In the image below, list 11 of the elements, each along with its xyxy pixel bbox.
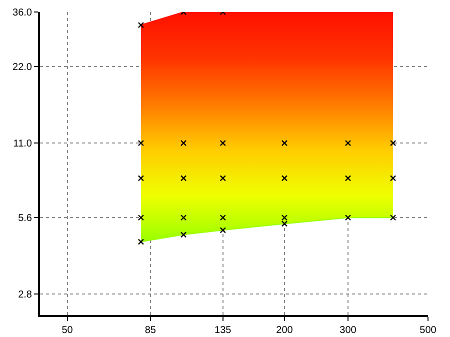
x-tick-label: 50 bbox=[62, 325, 74, 336]
y-tick-label: 2.8 bbox=[18, 290, 32, 301]
x-tick-label: 135 bbox=[214, 325, 232, 336]
y-tick-label: 5.6 bbox=[18, 213, 32, 224]
x-tick-label: 500 bbox=[420, 325, 437, 336]
x-tick-label: 200 bbox=[276, 325, 294, 336]
x-tick-label: 300 bbox=[340, 325, 357, 336]
y-tick-label: 11.0 bbox=[13, 138, 32, 150]
x-tick-label: 85 bbox=[144, 325, 156, 336]
y-tick-label: 36.0 bbox=[12, 8, 32, 18]
y-tick-label: 22.0 bbox=[12, 62, 32, 73]
